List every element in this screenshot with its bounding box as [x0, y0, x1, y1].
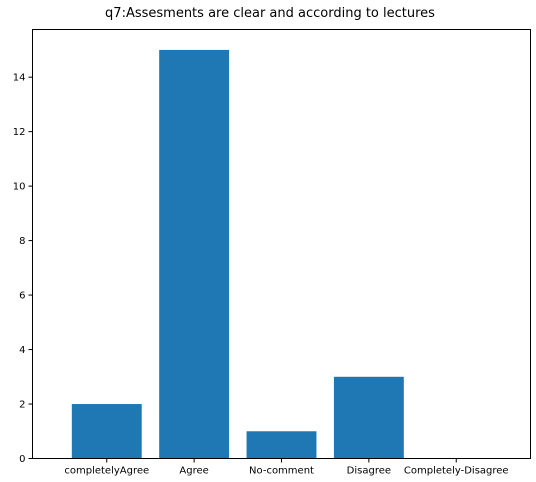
bar-agree	[159, 49, 230, 459]
y-tick-label: 12	[13, 127, 26, 138]
bars-group	[71, 49, 404, 459]
bar-no-comment	[246, 431, 317, 459]
x-tick-label: completelyAgree	[64, 466, 149, 477]
y-tick-label: 4	[19, 345, 25, 356]
chart-title: q7:Assesments are clear and according to…	[105, 6, 435, 21]
plot-frame	[32, 29, 531, 459]
y-tick-label: 14	[13, 73, 26, 84]
y-tick-label: 2	[19, 400, 25, 411]
bar-disagree	[333, 376, 404, 459]
x-tick-label: Agree	[179, 466, 208, 477]
bar-completelyagree	[71, 404, 142, 459]
y-tick-label: 8	[19, 236, 25, 247]
y-tick-label: 0	[19, 454, 25, 465]
y-axis: 0 2 4 6 8 10 12 14	[13, 73, 33, 465]
y-tick-label: 10	[13, 182, 26, 193]
x-tick-label: No-comment	[249, 466, 314, 477]
y-tick-label: 6	[19, 291, 25, 302]
x-tick-label: Disagree	[347, 466, 391, 477]
x-axis: completelyAgree Agree No-comment Disagree Co…	[64, 458, 509, 477]
x-tick-label: Completely-Disagree	[404, 466, 509, 477]
